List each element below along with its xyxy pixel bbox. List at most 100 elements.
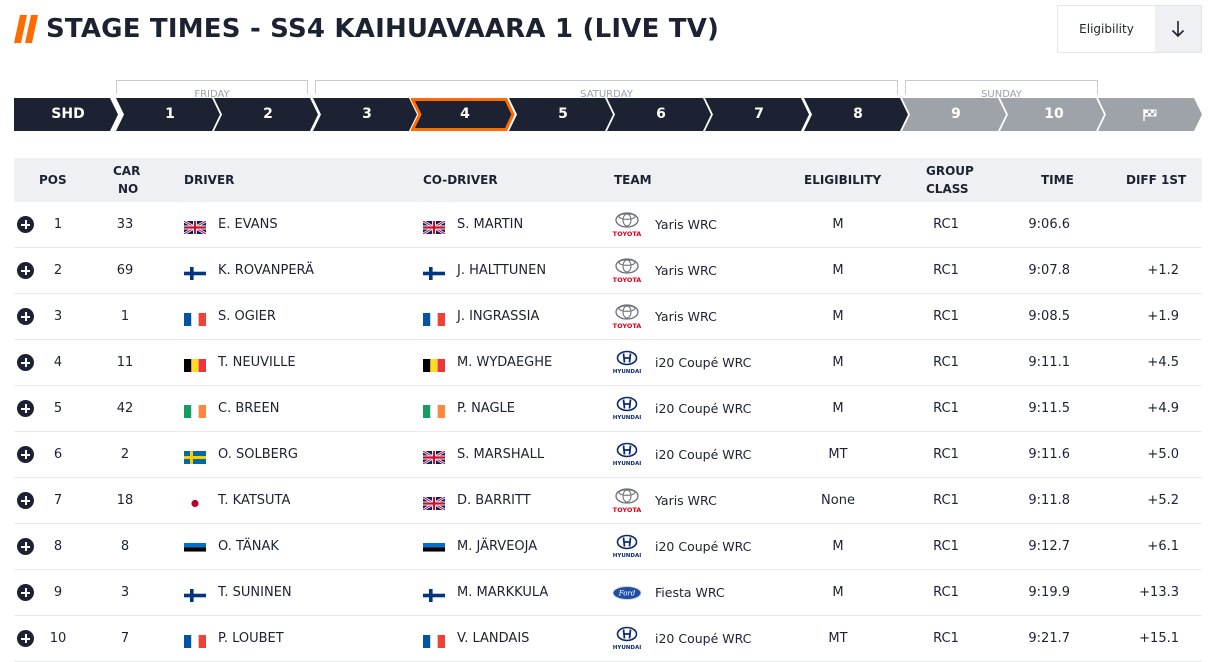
expand-row-button[interactable] — [17, 584, 34, 601]
cell-team: i20 Coupé WRC — [655, 447, 752, 462]
cell-driver[interactable]: T. NEUVILLE — [218, 355, 296, 370]
cell-diff — [1114, 202, 1179, 248]
cell-co-driver[interactable]: J. HALTTUNEN — [457, 263, 547, 278]
cell-co-driver[interactable]: J. INGRASSIA — [457, 309, 540, 324]
day-friday: FRIDAY — [116, 80, 308, 100]
cell-co-driver[interactable]: S. MARTIN — [457, 217, 524, 232]
cell-co-driver[interactable]: S. MARSHALL — [457, 447, 545, 462]
cell-co-driver[interactable]: M. WYDAEGHE — [457, 355, 553, 370]
cell-time: 9:08.5 — [1028, 309, 1070, 324]
cell-co-driver[interactable]: P. NAGLE — [457, 401, 515, 416]
cell-pos: 5 — [53, 401, 63, 416]
table-row[interactable]: 3 1 S. OGIER J. INGRASSIA TOYOTA Yaris WRC M… — [14, 294, 1202, 340]
table-row[interactable]: 9 3 T. SUNINEN M. MARKKULA Ford Fiesta WRC M… — [14, 570, 1202, 616]
expand-row-button[interactable] — [17, 630, 34, 647]
page-header: STAGE TIMES - SS4 KAIHUAVAARA 1 (LIVE TV… — [14, 12, 719, 46]
cell-driver[interactable]: K. ROVANPERÄ — [218, 263, 314, 278]
cell-driver[interactable]: C. BREEN — [218, 401, 280, 416]
expand-row-button[interactable] — [17, 400, 34, 417]
table-row[interactable]: 10 7 P. LOUBET V. LANDAIS HYUNDAI i20 Coupé… — [14, 616, 1202, 662]
expand-row-button[interactable] — [17, 262, 34, 279]
svg-text:HYUNDAI: HYUNDAI — [613, 415, 642, 421]
uk-flag-icon — [422, 449, 446, 466]
cell-pos: 4 — [53, 355, 63, 370]
stage-8[interactable]: 8 — [804, 98, 908, 131]
cell-driver[interactable]: O. TÄNAK — [218, 539, 279, 554]
cell-car-no: 18 — [116, 493, 134, 508]
stage-5[interactable]: 5 — [509, 98, 613, 131]
stage-2[interactable]: 2 — [214, 98, 318, 131]
cell-diff: +13.3 — [1139, 585, 1179, 600]
estonia-flag-icon — [423, 541, 445, 556]
cell-driver[interactable]: E. EVANS — [218, 217, 278, 232]
table-row[interactable]: 1 33 E. EVANS S. MARTIN TOYOTA Yaris WRC M… — [14, 202, 1202, 248]
cell-eligibility: MT — [828, 631, 848, 646]
expand-row-button[interactable] — [17, 354, 34, 371]
table-row[interactable]: 5 42 C. BREEN P. NAGLE HYUNDAI i20 Coupé WR… — [14, 386, 1202, 432]
svg-text:TOYOTA: TOYOTA — [613, 506, 642, 514]
stage-1[interactable]: 1 — [116, 98, 220, 131]
cell-eligibility: M — [832, 217, 844, 232]
stage-4[interactable]: 4 — [411, 98, 515, 131]
stage-shd[interactable]: SHD — [14, 98, 118, 131]
cell-diff: +1.9 — [1147, 309, 1179, 324]
cell-driver[interactable]: T. KATSUTA — [218, 493, 291, 508]
cell-co-driver[interactable]: V. LANDAIS — [457, 631, 530, 646]
finland-flag-icon — [184, 587, 206, 602]
eligibility-sort-control[interactable]: Eligibility — [1057, 5, 1202, 53]
table-row[interactable]: 8 8 O. TÄNAK M. JÄRVEOJA HYUNDAI i20 Coupé … — [14, 524, 1202, 570]
cell-pos: 3 — [53, 309, 63, 324]
cell-car-no: 8 — [120, 539, 130, 554]
cell-car-no: 2 — [120, 447, 130, 462]
uk-flag-icon — [422, 219, 446, 236]
cell-car-no: 11 — [116, 355, 134, 370]
cell-co-driver[interactable]: M. MARKKULA — [457, 585, 549, 600]
svg-text:HYUNDAI: HYUNDAI — [613, 461, 642, 467]
cell-eligibility: M — [832, 585, 844, 600]
hyundai-logo-icon: HYUNDAI — [611, 626, 645, 652]
table-row[interactable]: 4 11 T. NEUVILLE M. WYDAEGHE HYUNDAI i20 Co… — [14, 340, 1202, 386]
cell-pos: 7 — [53, 493, 63, 508]
stage-10[interactable]: 10 — [1000, 98, 1104, 131]
stage-9[interactable]: 9 — [902, 98, 1006, 131]
checkered-flag-icon — [1143, 109, 1157, 121]
cell-driver[interactable]: T. SUNINEN — [218, 585, 292, 600]
stage-6[interactable]: 6 — [607, 98, 711, 131]
stage-label: 3 — [362, 106, 372, 122]
expand-row-button[interactable] — [17, 216, 34, 233]
expand-row-button[interactable] — [17, 446, 34, 463]
column-co-driver: CO-DRIVER — [423, 173, 498, 187]
stage-finish[interactable] — [1098, 98, 1202, 131]
svg-text:Ford: Ford — [618, 590, 636, 598]
stage-label: 2 — [263, 106, 273, 122]
sort-down-button[interactable] — [1155, 6, 1201, 52]
cell-diff: +15.1 — [1139, 631, 1179, 646]
table-row[interactable]: 6 2 O. SOLBERG S. MARSHALL HYUNDAI i20 Cou… — [14, 432, 1202, 478]
cell-group-class: RC1 — [933, 401, 959, 416]
cell-diff: +5.2 — [1147, 493, 1179, 508]
cell-car-no: 42 — [116, 401, 134, 416]
cell-time: 9:06.6 — [1028, 217, 1070, 232]
table-row[interactable]: 2 69 K. ROVANPERÄ J. HALTTUNEN TOYOTA Yaris… — [14, 248, 1202, 294]
cell-group-class: RC1 — [933, 447, 959, 462]
stage-3[interactable]: 3 — [313, 98, 417, 131]
stage-7[interactable]: 7 — [705, 98, 809, 131]
expand-row-button[interactable] — [17, 538, 34, 555]
expand-row-button[interactable] — [17, 492, 34, 509]
cell-pos: 2 — [53, 263, 63, 278]
cell-eligibility: MT — [828, 447, 848, 462]
expand-row-button[interactable] — [17, 308, 34, 325]
svg-text:TOYOTA: TOYOTA — [613, 230, 642, 238]
cell-car-no: 1 — [120, 309, 130, 324]
cell-co-driver[interactable]: D. BARRITT — [457, 493, 531, 508]
estonia-flag-icon — [184, 541, 206, 556]
cell-driver[interactable]: S. OGIER — [218, 309, 276, 324]
cell-time: 9:11.6 — [1028, 447, 1070, 462]
cell-time: 9:12.7 — [1028, 539, 1070, 554]
stage-label: 8 — [853, 106, 863, 122]
table-row[interactable]: 7 18 T. KATSUTA D. BARRITT TOYOTA Yaris WR… — [14, 478, 1202, 524]
cell-driver[interactable]: P. LOUBET — [218, 631, 284, 646]
column-group-line1: GROUP — [926, 164, 974, 178]
cell-driver[interactable]: O. SOLBERG — [218, 447, 298, 462]
cell-co-driver[interactable]: M. JÄRVEOJA — [457, 539, 538, 554]
